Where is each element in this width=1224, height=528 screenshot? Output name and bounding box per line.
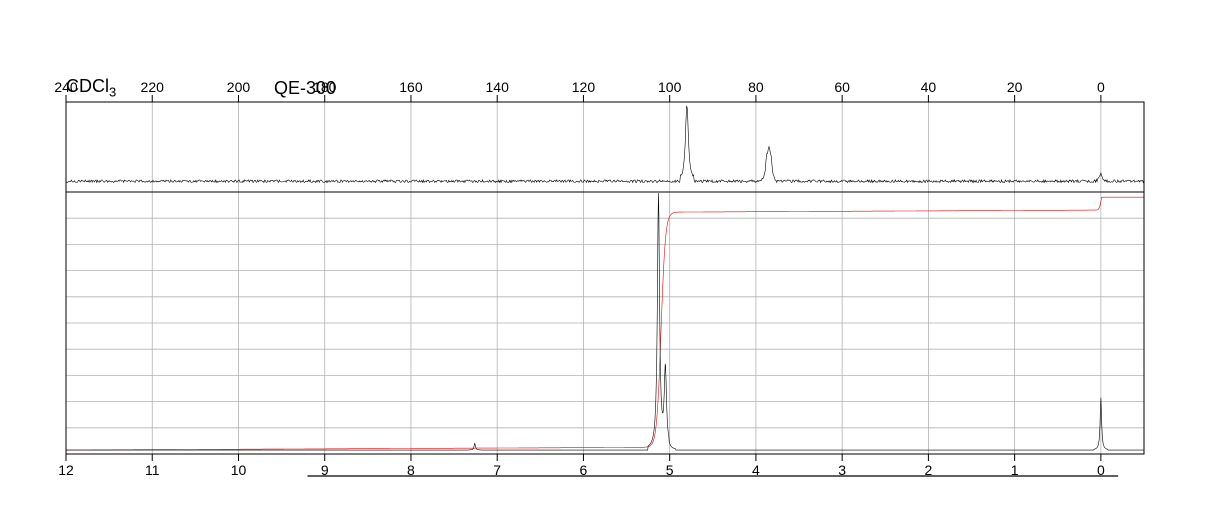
h1-spectrum bbox=[66, 193, 1144, 450]
c13-tick-label: 80 bbox=[748, 79, 764, 95]
c13-tick-label: 0 bbox=[1097, 79, 1105, 95]
c13-tick-label: 100 bbox=[658, 79, 682, 95]
c13-gridlines bbox=[66, 102, 1101, 192]
c13-tick-label: 140 bbox=[486, 79, 510, 95]
h1-tick-label: 12 bbox=[58, 462, 74, 478]
c13-tick-label: 40 bbox=[921, 79, 937, 95]
solvent-main: CDCl bbox=[66, 76, 109, 96]
c13-tick-label: 160 bbox=[399, 79, 423, 95]
c13-spectrum bbox=[66, 106, 1144, 183]
instrument-label: QE-300 bbox=[274, 78, 336, 99]
c13-tick-label: 200 bbox=[227, 79, 251, 95]
c13-tick-label: 20 bbox=[1007, 79, 1023, 95]
c13-tick-label: 120 bbox=[572, 79, 596, 95]
c13-axis bbox=[66, 95, 1144, 102]
tick-labels: 2402202001801601401201008060402001211109… bbox=[54, 79, 1105, 478]
h1-axis bbox=[66, 454, 1144, 461]
c13-tick-label: 60 bbox=[834, 79, 850, 95]
h1-gridlines bbox=[66, 192, 1144, 454]
c13-tick-label: 220 bbox=[141, 79, 165, 95]
solvent-sub: 3 bbox=[109, 85, 116, 100]
h1-integral-curve bbox=[66, 197, 1144, 450]
h1-tick-label: 10 bbox=[231, 462, 247, 478]
h1-tick-label: 11 bbox=[145, 462, 160, 478]
solvent-label: CDCl3 bbox=[66, 76, 116, 100]
nmr-spectra-svg: 2402202001801601401201008060402001211109… bbox=[0, 0, 1224, 528]
